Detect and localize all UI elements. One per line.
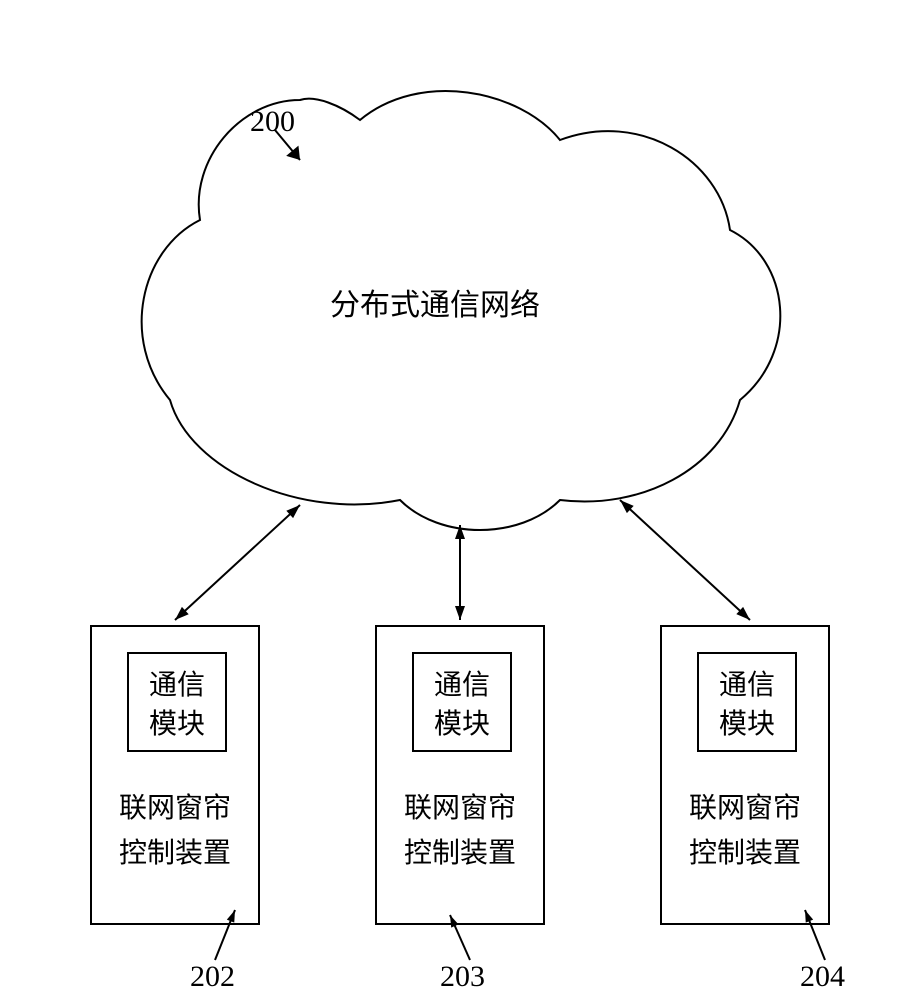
diagram-canvas: 200 分布式通信网络 通信 模块 联网窗帘 控制装置 通信 模块 联网窗帘 控… <box>0 0 923 1000</box>
module-label-line1: 通信 <box>719 670 775 701</box>
device-ref-1: 202 <box>190 960 235 994</box>
device-box-1: 通信 模块 联网窗帘 控制装置 <box>90 625 260 925</box>
cloud-ref-label: 200 <box>250 105 295 139</box>
device-label-line2: 控制装置 <box>689 838 801 869</box>
module-label-line2: 模块 <box>434 709 490 740</box>
module-box-1: 通信 模块 <box>127 652 227 752</box>
module-label-line2: 模块 <box>719 709 775 740</box>
device-label-1: 联网窗帘 控制装置 <box>92 787 258 877</box>
device-ref-2: 203 <box>440 960 485 994</box>
module-label-line1: 通信 <box>149 670 205 701</box>
module-box-2: 通信 模块 <box>412 652 512 752</box>
cloud-label: 分布式通信网络 <box>330 280 540 324</box>
device-label-2: 联网窗帘 控制装置 <box>377 787 543 877</box>
module-label-line1: 通信 <box>434 670 490 701</box>
module-box-3: 通信 模块 <box>697 652 797 752</box>
device-label-line2: 控制装置 <box>119 838 231 869</box>
module-label-line2: 模块 <box>149 709 205 740</box>
device-label-line1: 联网窗帘 <box>689 793 801 824</box>
device-label-line1: 联网窗帘 <box>404 793 516 824</box>
device-label-3: 联网窗帘 控制装置 <box>662 787 828 877</box>
device-label-line1: 联网窗帘 <box>119 793 231 824</box>
device-ref-3: 204 <box>800 960 845 994</box>
device-box-2: 通信 模块 联网窗帘 控制装置 <box>375 625 545 925</box>
device-label-line2: 控制装置 <box>404 838 516 869</box>
device-box-3: 通信 模块 联网窗帘 控制装置 <box>660 625 830 925</box>
